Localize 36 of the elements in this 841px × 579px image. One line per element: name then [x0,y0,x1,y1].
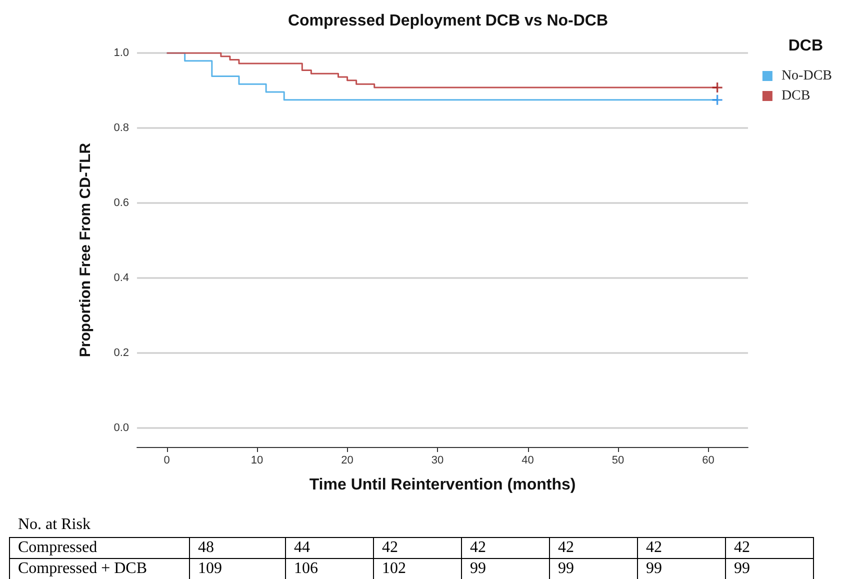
x-tick-label: 60 [702,454,714,466]
x-tick-label: 10 [250,454,264,466]
text: 42 [462,538,550,558]
x-tick-label: 0 [164,454,170,466]
y-axis-title: Proportion Free From CD-TLR [77,142,94,358]
y-tick-label: 1.0 [114,47,129,59]
text: 42 [726,538,814,558]
text: Compressed [10,538,190,558]
text: 106 [286,558,374,579]
text: 109 [190,558,286,579]
y-tick-label: 0.8 [114,122,129,134]
y-tick-label: 0.6 [114,197,129,210]
text: 42 [374,538,462,558]
legend-title: DCB [788,38,824,54]
text: 99 [638,558,726,579]
y-tick-label: 0.0 [114,422,129,434]
y-tick-label: 0.2 [114,347,129,360]
text: 99 [550,558,638,579]
chart-title: Compressed Deployment DCB vs No-DCB [288,12,608,30]
text: 48 [190,538,286,558]
x-tick-label: 50 [612,454,624,466]
legend-label: No-DCB [781,68,832,84]
x-tick-label: 30 [431,454,444,466]
text: 44 [286,538,374,558]
text: 99 [462,558,550,579]
x-tick-label: 20 [341,454,354,466]
text: Compressed + DCB [10,558,190,579]
x-axis-title: Time Until Reintervention (months) [309,476,576,494]
x-tick-label: 40 [522,454,534,466]
y-tick-label: 0.4 [114,272,129,284]
text: No. at Risk [18,516,90,534]
text: 42 [638,538,726,558]
legend-label: DCB [781,88,810,104]
text: 102 [374,558,462,579]
text: 99 [726,558,814,579]
text: 42 [550,538,638,558]
